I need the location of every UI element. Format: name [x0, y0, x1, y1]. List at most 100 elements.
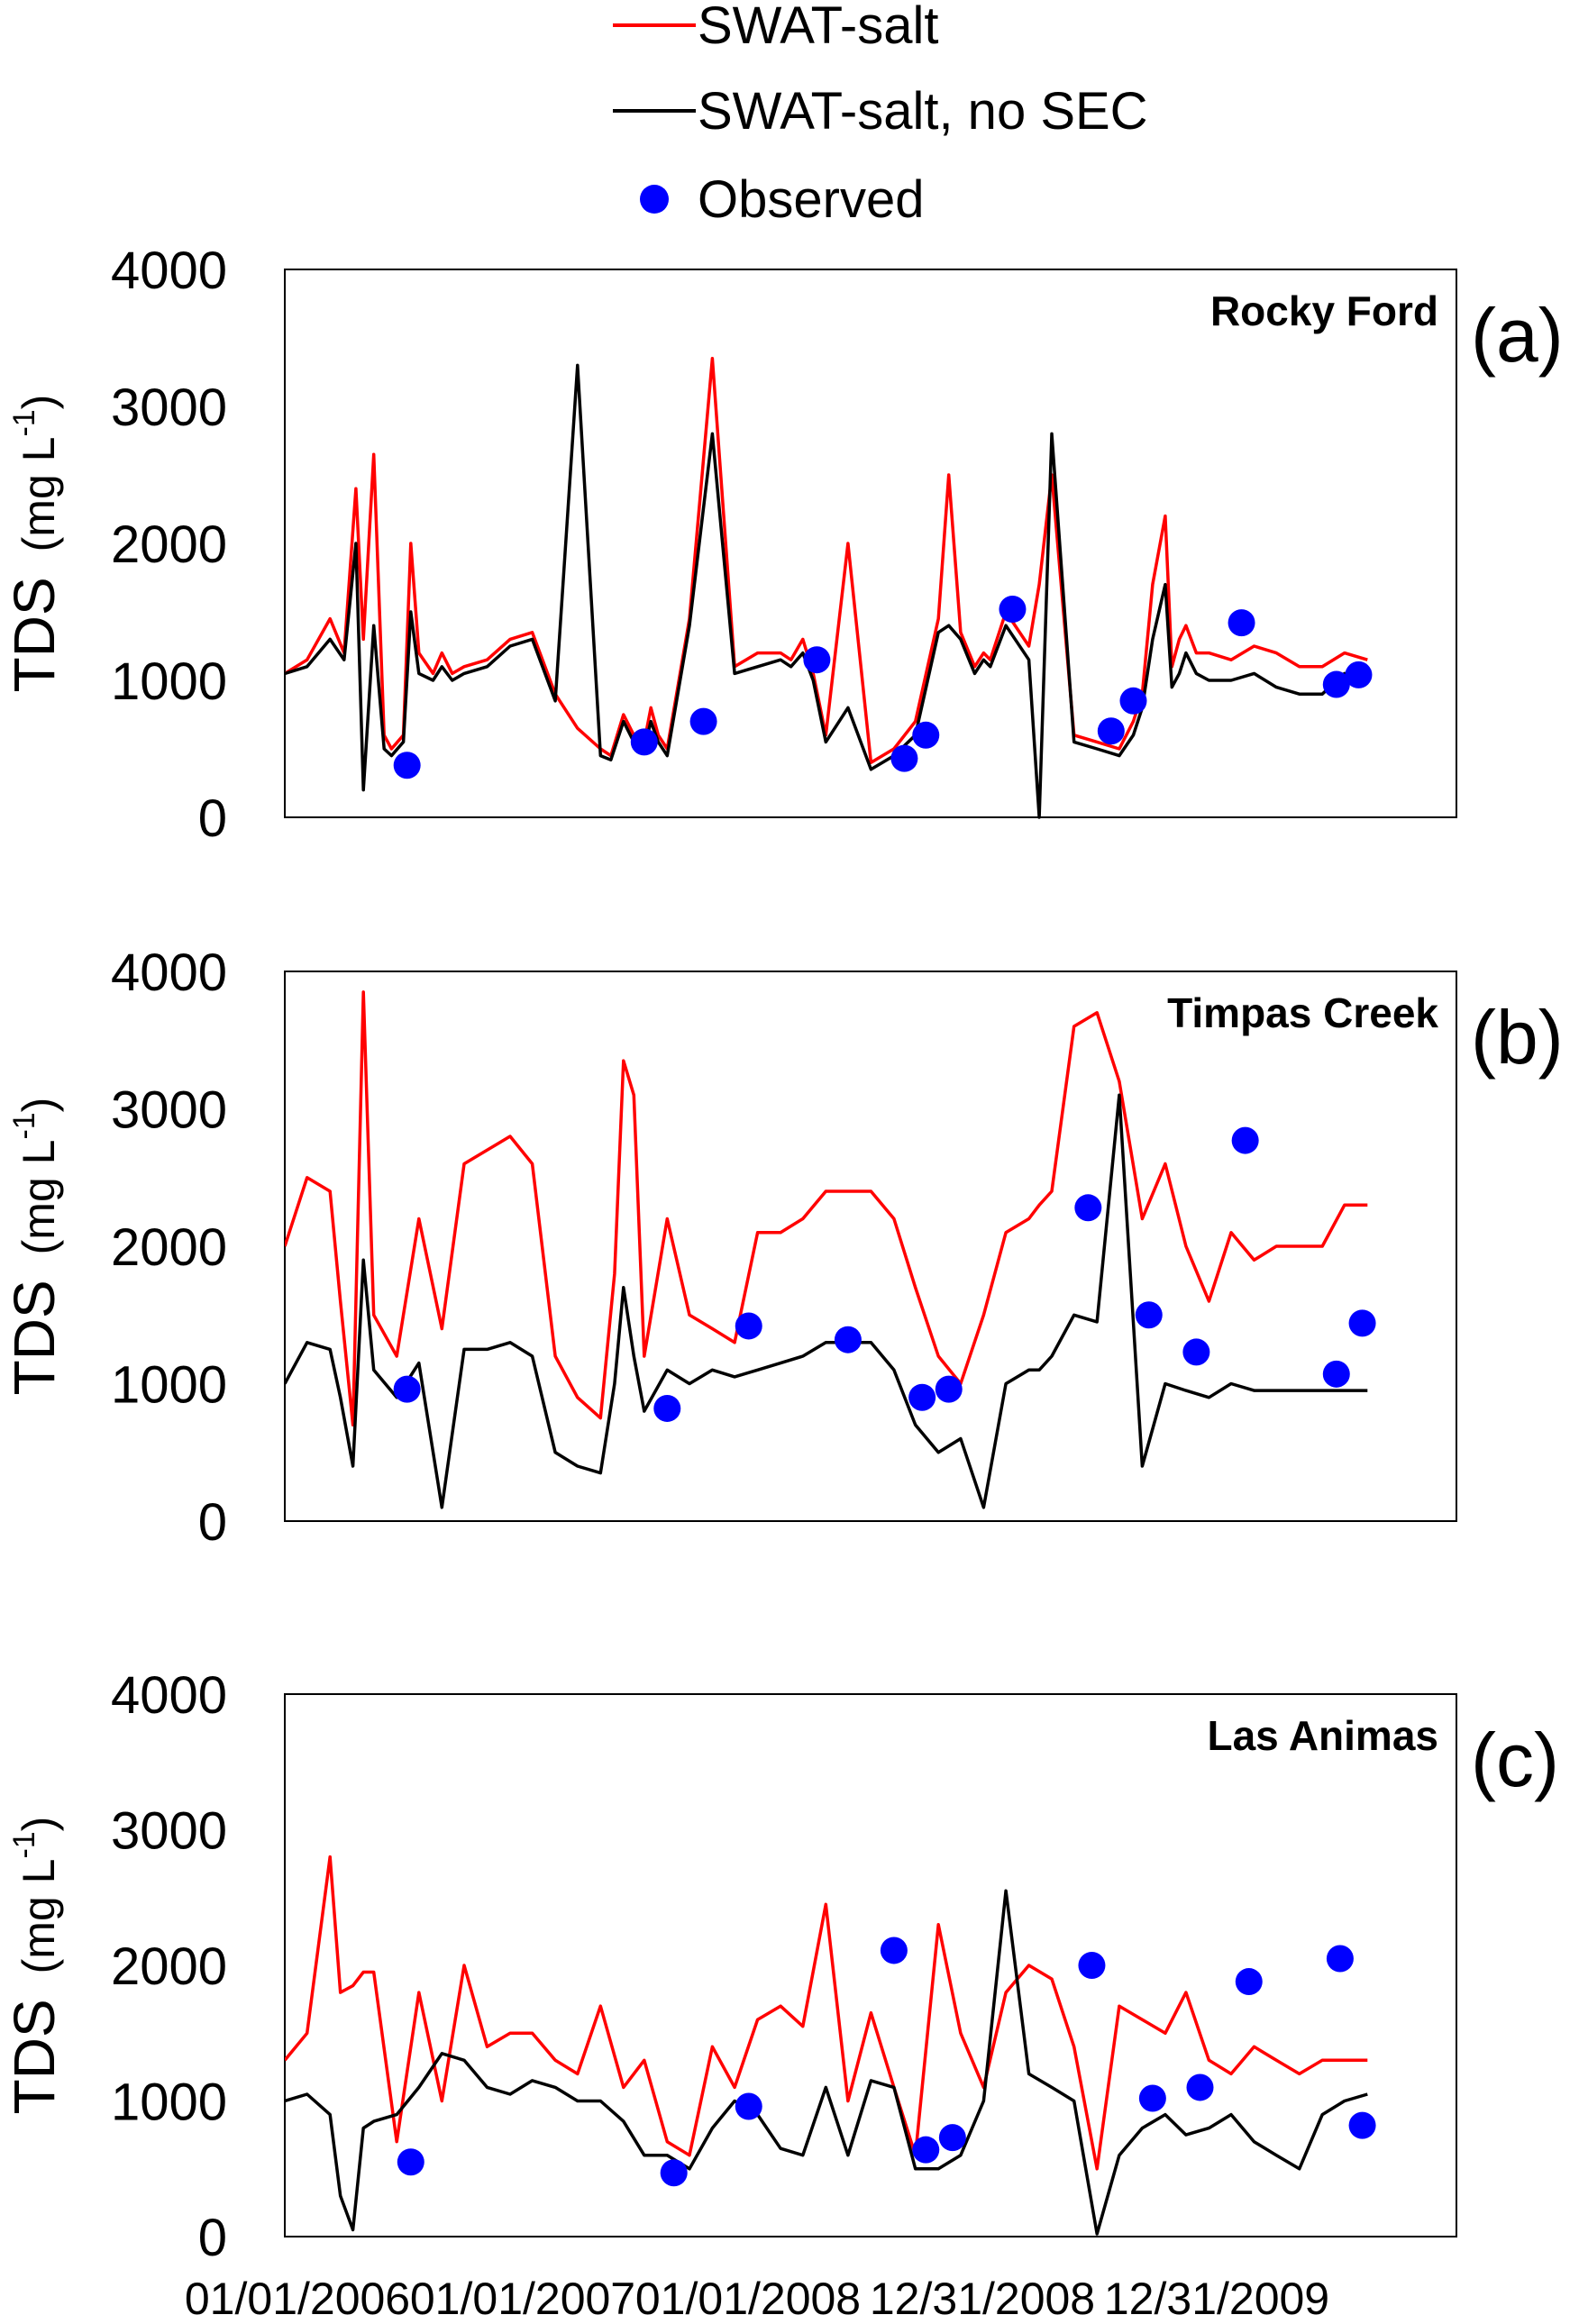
observed-point: [1182, 1338, 1210, 1366]
legend: SWAT-salt SWAT-salt, no SEC Observed: [613, 0, 1148, 229]
x-axis-tick-labels: 01/01/2006 01/01/2007 01/01/2008 12/31/2008…: [185, 2274, 1329, 2324]
y-tick-label: 1000: [111, 2073, 227, 2132]
panel-label: (b): [1471, 995, 1564, 1080]
y-tick-label: 0: [198, 789, 227, 848]
y-axis-label-exponent: -1: [7, 1112, 41, 1139]
y-tick-label: 4000: [111, 242, 227, 300]
observed-point: [735, 2092, 762, 2120]
y-tick-label: 3000: [111, 1081, 227, 1140]
series-swat-salt-no-sec-line: [285, 1093, 1368, 1509]
panel-b: 0 1000 2000 3000 4000 TDS (mg L-1) Timpas Creek…: [2, 943, 1564, 1552]
y-axis-label-main: TDS: [2, 1999, 67, 2114]
plot-frame: [284, 269, 1457, 818]
observed-point: [1326, 1945, 1354, 1973]
observed-point: [1231, 1126, 1259, 1154]
observed-point: [1228, 609, 1255, 637]
legend-marker-swatch: [640, 185, 669, 214]
observed-point: [1186, 2073, 1214, 2101]
y-tick-label: 4000: [111, 943, 227, 1002]
observed-point: [880, 1937, 908, 1964]
observed-point: [1138, 2084, 1166, 2112]
observed-point: [1348, 2111, 1376, 2139]
observed-point: [908, 1383, 936, 1411]
observed-point: [912, 721, 940, 749]
observed-point: [1097, 717, 1125, 745]
observed-point: [1322, 1360, 1350, 1388]
x-tick-label: 01/01/2008: [635, 2274, 861, 2324]
observed-point: [689, 707, 717, 735]
series-swat-salt-line: [285, 990, 1368, 1427]
y-axis-label-close: ): [14, 1098, 64, 1113]
observed-point: [660, 2159, 688, 2187]
observed-point: [1074, 1194, 1102, 1222]
observed-point: [630, 728, 658, 756]
observed-point: [938, 2124, 966, 2152]
y-axis-label-close: ): [14, 1817, 64, 1832]
observed-point: [1135, 1301, 1163, 1329]
y-tick-label: 3000: [111, 1802, 227, 1861]
y-axis-label: TDS (mg L-1): [2, 1817, 67, 2115]
observed-point: [1348, 1309, 1376, 1337]
observed-point: [653, 1394, 681, 1422]
site-name: Las Animas: [1207, 1712, 1438, 1759]
y-axis-label-main: TDS: [2, 577, 67, 692]
observed-point: [393, 1375, 421, 1403]
legend-label: Observed: [698, 170, 924, 229]
x-tick-label: 01/01/2007: [410, 2274, 635, 2324]
observed-points: [393, 1126, 1376, 1422]
observed-point: [735, 1312, 762, 1340]
y-axis-label-unit: (mg L: [14, 1859, 64, 1974]
observed-point: [1235, 1968, 1263, 1996]
observed-point: [393, 752, 421, 779]
observed-point: [1345, 661, 1373, 688]
observed-point: [1322, 670, 1350, 698]
y-tick-label: 0: [198, 2209, 227, 2267]
plot-frame: [284, 1693, 1457, 2237]
y-axis-label: TDS (mg L-1): [2, 1098, 67, 1396]
legend-label: SWAT-salt, no SEC: [698, 82, 1148, 141]
series-swat-salt-line: [285, 357, 1368, 764]
observed-point: [935, 1375, 963, 1403]
panel-c: 0 1000 2000 3000 4000 TDS (mg L-1) Las Animas (c…: [2, 1666, 1559, 2267]
x-tick-label: 01/01/2006: [185, 2274, 410, 2324]
y-axis-label-exponent: -1: [7, 1831, 41, 1858]
x-tick-label: 12/31/2009: [1104, 2274, 1329, 2324]
legend-label: SWAT-salt: [698, 0, 938, 55]
panel-label: (a): [1471, 293, 1564, 378]
y-tick-label: 1000: [111, 1356, 227, 1415]
observed-point: [1078, 1952, 1106, 1979]
y-axis-label-main: TDS: [2, 1280, 67, 1395]
x-tick-label: 12/31/2008: [870, 2274, 1095, 2324]
panel-a: 0 1000 2000 3000 4000 TDS (mg L-1) Rocky Ford (a…: [2, 242, 1564, 848]
observed-point: [1119, 687, 1147, 715]
y-tick-label: 2000: [111, 1937, 227, 1996]
observed-point: [397, 2148, 424, 2176]
observed-points: [397, 1937, 1376, 2187]
site-name: Timpas Creek: [1167, 989, 1438, 1036]
y-axis-label-unit: (mg L: [14, 1140, 64, 1255]
series-swat-salt-no-sec-line: [285, 363, 1368, 819]
legend-entry-0: SWAT-salt: [613, 0, 938, 55]
observed-point: [803, 646, 831, 674]
panel-label: (c): [1471, 1718, 1559, 1802]
observed-point: [999, 595, 1027, 623]
y-axis-label-exponent: -1: [7, 409, 41, 436]
y-axis-label-unit: (mg L: [14, 437, 64, 552]
y-axis-label-close: ): [14, 395, 64, 410]
y-tick-label: 2000: [111, 515, 227, 574]
observed-point: [912, 2136, 940, 2164]
site-name: Rocky Ford: [1210, 287, 1438, 334]
y-tick-label: 3000: [111, 378, 227, 437]
observed-point: [890, 744, 918, 772]
y-tick-label: 2000: [111, 1218, 227, 1277]
y-tick-label: 1000: [111, 652, 227, 711]
observed-point: [834, 1326, 862, 1353]
y-tick-label: 0: [198, 1493, 227, 1552]
y-axis-label: TDS (mg L-1): [2, 395, 67, 693]
y-tick-label: 4000: [111, 1666, 227, 1725]
legend-entry-2: Observed: [640, 170, 924, 229]
legend-entry-1: SWAT-salt, no SEC: [613, 82, 1148, 141]
observed-points: [393, 595, 1373, 779]
